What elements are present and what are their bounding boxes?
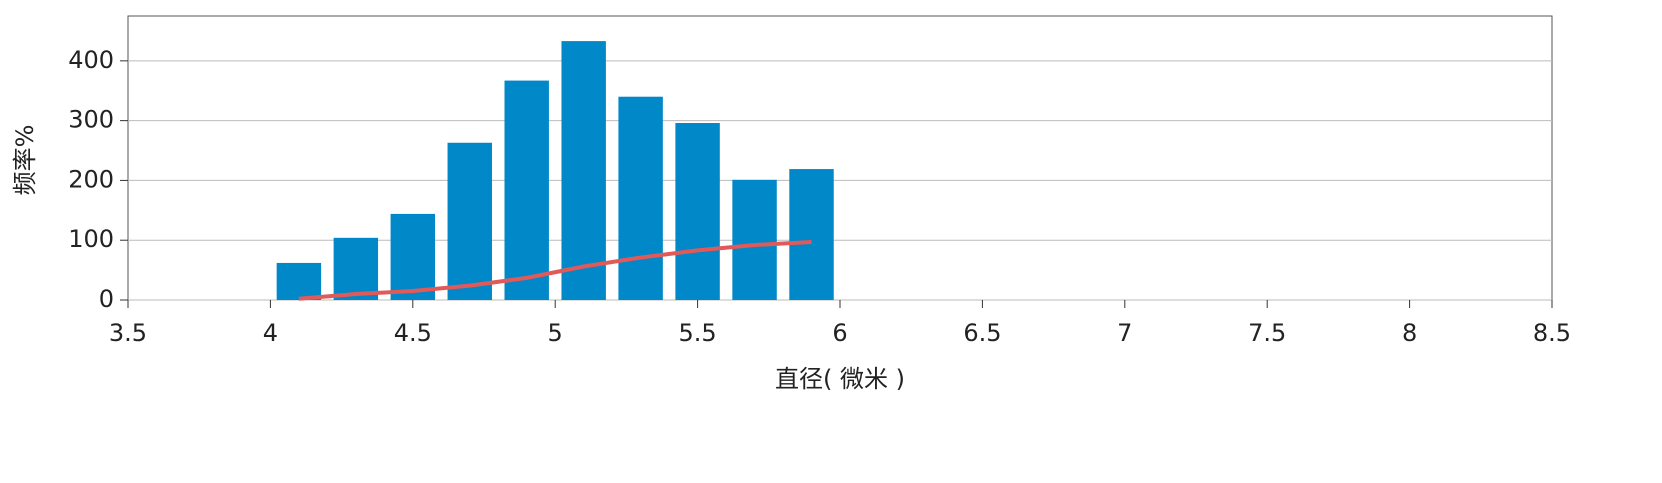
bar [504, 80, 549, 300]
y-tick-label: 300 [68, 106, 114, 134]
line-series [298, 240, 812, 301]
x-tick-label: 4.5 [394, 319, 432, 347]
x-tick-label: 8.5 [1533, 319, 1571, 347]
y-tick-label: 200 [68, 165, 114, 193]
bar [732, 179, 777, 300]
x-tick-label: 3.5 [109, 319, 147, 347]
x-tick-label: 5.5 [679, 319, 717, 347]
x-tick-label: 4 [263, 319, 278, 347]
x-tick-label: 6 [832, 319, 847, 347]
x-tick-label: 7 [1117, 319, 1132, 347]
bar [333, 237, 379, 300]
bar [447, 142, 492, 300]
x-axis-label: 直径( 微米 ) [775, 365, 905, 393]
y-tick-label: 0 [99, 285, 114, 313]
y-axis-label: 频率% [11, 125, 39, 196]
bar [618, 96, 663, 300]
x-tick-label: 6.5 [963, 319, 1001, 347]
bar [561, 41, 606, 301]
bar [675, 123, 720, 300]
bar [390, 213, 436, 300]
y-tick-label: 100 [68, 225, 114, 253]
x-tick-label: 7.5 [1248, 319, 1286, 347]
x-tick-label: 8 [1402, 319, 1417, 347]
bar [276, 262, 322, 300]
bar [789, 169, 834, 300]
y-tick-label: 400 [68, 46, 114, 74]
x-tick-label: 5 [548, 319, 563, 347]
